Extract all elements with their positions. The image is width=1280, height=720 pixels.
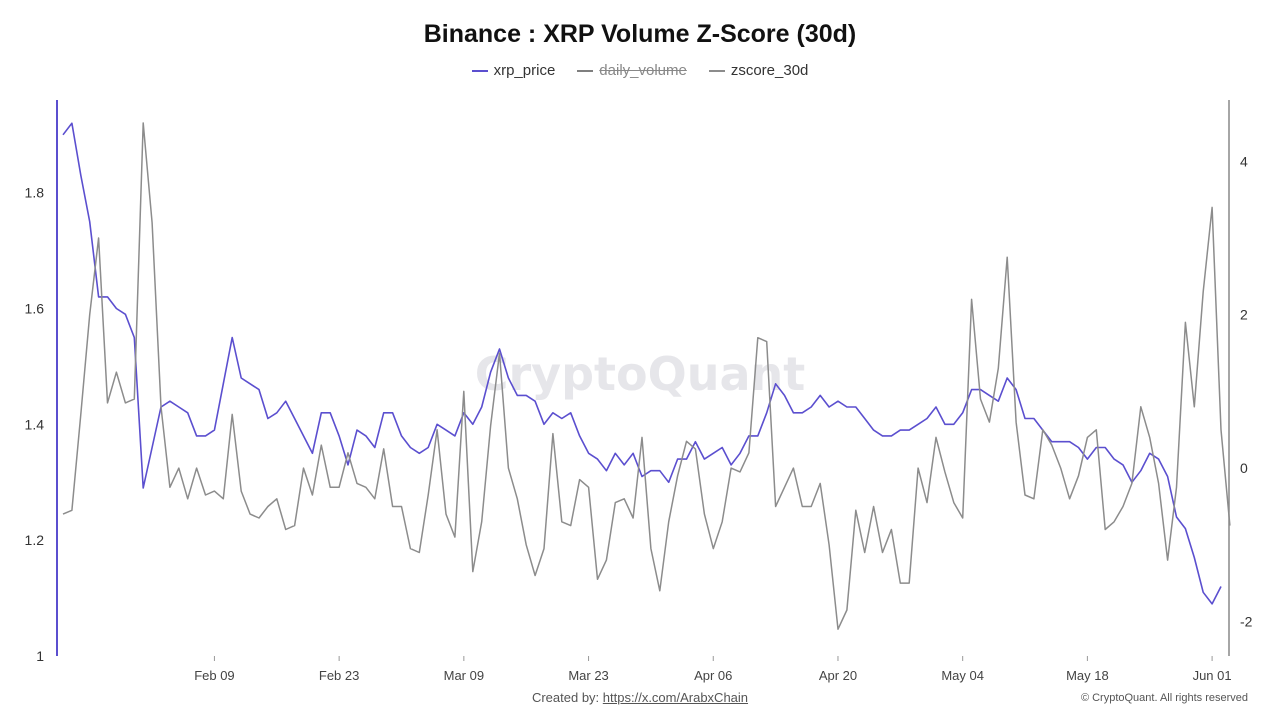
legend-item-xrp-price[interactable]: xrp_price bbox=[471, 62, 556, 79]
right-axis-tick-label: -2 bbox=[1240, 613, 1253, 629]
legend-label-zscore-30d: zscore_30d bbox=[730, 62, 809, 79]
x-axis-tick-label: Feb 09 bbox=[194, 668, 234, 683]
x-axis-tick-label: Mar 23 bbox=[568, 668, 608, 683]
right-axis-tick-label: 0 bbox=[1240, 460, 1248, 476]
x-axis-tick-label: May 18 bbox=[1066, 668, 1109, 683]
left-axis-tick-label: 1.4 bbox=[25, 416, 45, 432]
left-axis-tick-label: 1.8 bbox=[25, 185, 45, 201]
footer-credit: Created by: https://x.com/ArabxChain bbox=[0, 690, 1280, 705]
legend-swatch-xrp-price bbox=[471, 69, 488, 72]
left-axis-tick-label: 1.6 bbox=[25, 301, 45, 317]
chart-legend: xrp_price daily_volume zscore_30d bbox=[0, 62, 1280, 79]
left-axis-tick-label: 1 bbox=[36, 648, 44, 664]
x-axis-tick-label: Apr 06 bbox=[694, 668, 732, 683]
x-axis-tick-label: Apr 20 bbox=[819, 668, 857, 683]
left-axis-tick-label: 1.2 bbox=[25, 532, 45, 548]
right-axis-tick-label: 2 bbox=[1240, 307, 1248, 323]
series-line-xrp-price bbox=[62, 122, 1222, 605]
legend-item-daily-volume[interactable]: daily_volume bbox=[577, 62, 687, 79]
legend-item-zscore-30d[interactable]: zscore_30d bbox=[708, 62, 809, 79]
legend-label-xrp-price: xrp_price bbox=[493, 62, 556, 79]
legend-swatch-daily-volume bbox=[577, 69, 594, 72]
footer-created-by-label: Created by: bbox=[531, 690, 600, 705]
chart-title: Binance : XRP Volume Z-Score (30d) bbox=[423, 20, 857, 48]
legend-label-daily-volume: daily_volume bbox=[599, 62, 687, 79]
footer-created-by-link[interactable]: https://x.com/ArabxChain bbox=[602, 690, 749, 705]
watermark-text: CryptoQuant bbox=[475, 347, 806, 401]
series-line-zscore-30d bbox=[62, 122, 1231, 630]
x-axis-tick-label: Jun 01 bbox=[1193, 668, 1232, 683]
right-axis-tick-label: 4 bbox=[1240, 153, 1248, 169]
legend-swatch-zscore-30d bbox=[708, 69, 725, 72]
x-axis-tick-label: Mar 09 bbox=[444, 668, 484, 683]
footer-copyright: © CryptoQuant. All rights reserved bbox=[1080, 692, 1248, 704]
x-axis-tick-label: May 04 bbox=[941, 668, 984, 683]
x-axis-tick-label: Feb 23 bbox=[319, 668, 359, 683]
